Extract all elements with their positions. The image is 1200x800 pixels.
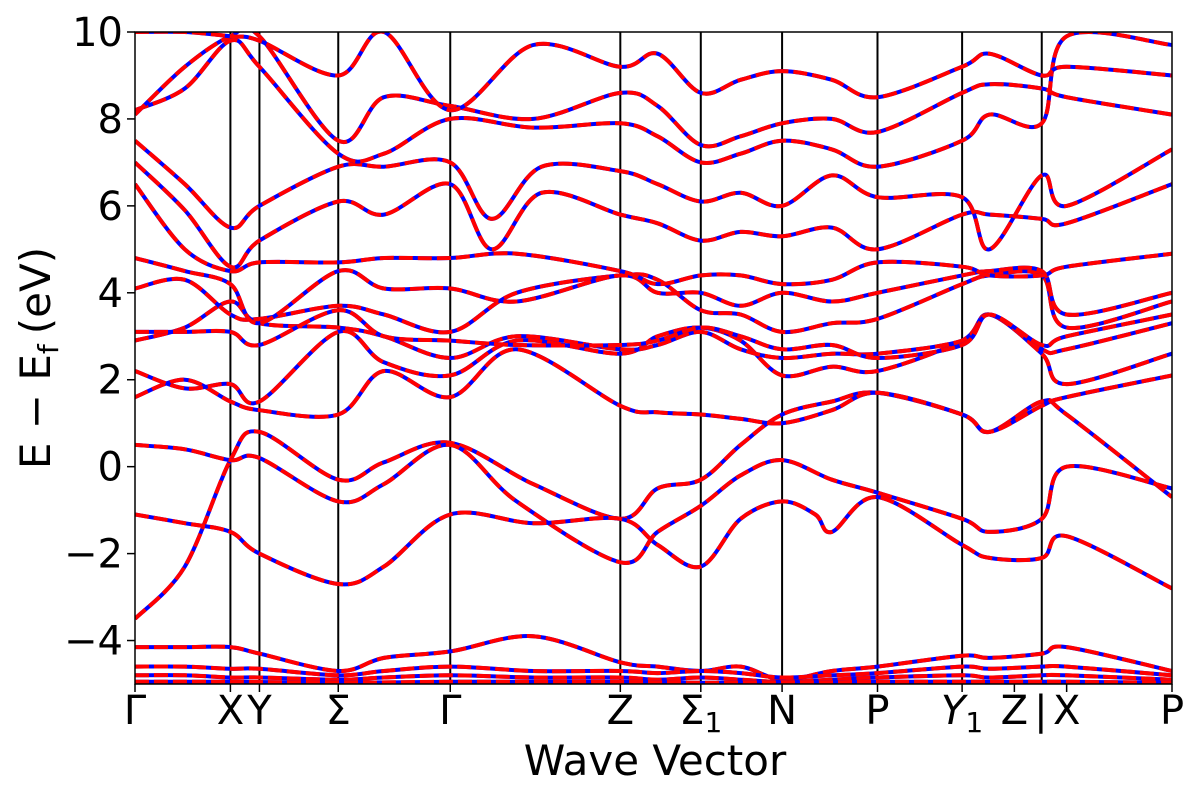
band-4-red	[135, 663, 1172, 680]
band-13-red	[135, 182, 1172, 287]
y-tick-label: 2	[98, 358, 123, 404]
band-3-red	[135, 634, 1172, 682]
band-14-red	[135, 160, 1172, 270]
x-tick-label-0: Γ	[124, 688, 147, 734]
x-tick-label-4: Γ	[439, 688, 462, 734]
y-tick-label: 6	[98, 184, 123, 230]
x-tick-label-9: Y1	[941, 688, 983, 739]
y-axis-ticks: −4 −2 0 2 4 6 8 10	[64, 10, 135, 665]
band-7-red	[135, 347, 1172, 434]
x-tick-label-8: P	[865, 688, 889, 734]
y-tick-label: −2	[64, 532, 123, 578]
band-2-red	[135, 495, 1172, 591]
band-5-red	[135, 672, 1172, 684]
x-tick-label-13: P	[1160, 688, 1184, 734]
x-axis-ticks: Γ X Y Σ Γ Z Σ1 N P Y1 Z | X P	[124, 684, 1184, 739]
y-axis-title-subscript: f	[32, 343, 65, 354]
band-1-red	[135, 442, 1172, 565]
x-tick-label-2: Y	[246, 688, 272, 734]
y-tick-label: 4	[98, 271, 123, 317]
plot-area	[135, 32, 1172, 684]
band-12-red	[135, 256, 1172, 326]
x-axis-title: Wave Vector	[524, 736, 787, 785]
plot-frame	[134, 31, 1173, 685]
y-axis-title: E − Ef (eV)	[11, 247, 65, 469]
band-15-red	[135, 139, 1172, 252]
band-18-red	[135, 32, 1172, 113]
x-tick-label-11: |	[1034, 688, 1047, 734]
x-tick-label-10: Z	[1001, 688, 1028, 734]
x-tick-label-3: Σ	[326, 688, 351, 734]
x-tick-label-12: X	[1053, 688, 1080, 734]
band-6-red	[135, 679, 1172, 684]
y-tick-label: 10	[72, 10, 123, 56]
x-tick-label-7: N	[767, 688, 797, 734]
x-tick-label-6: Σ1	[679, 688, 722, 739]
bands-group	[135, 32, 1172, 684]
y-axis-title-unit: (eV)	[11, 247, 60, 334]
band-10-red	[135, 308, 1172, 361]
x-tick-label-1: X	[217, 688, 244, 734]
y-tick-label: −4	[64, 619, 123, 665]
x-tick-label-5: Z	[607, 688, 634, 734]
y-tick-label: 0	[98, 445, 123, 491]
band-17-red	[135, 32, 1172, 149]
y-tick-label: 8	[98, 97, 123, 143]
y-axis-title-main: E − E	[11, 354, 60, 469]
band-16-blue	[135, 32, 1172, 169]
